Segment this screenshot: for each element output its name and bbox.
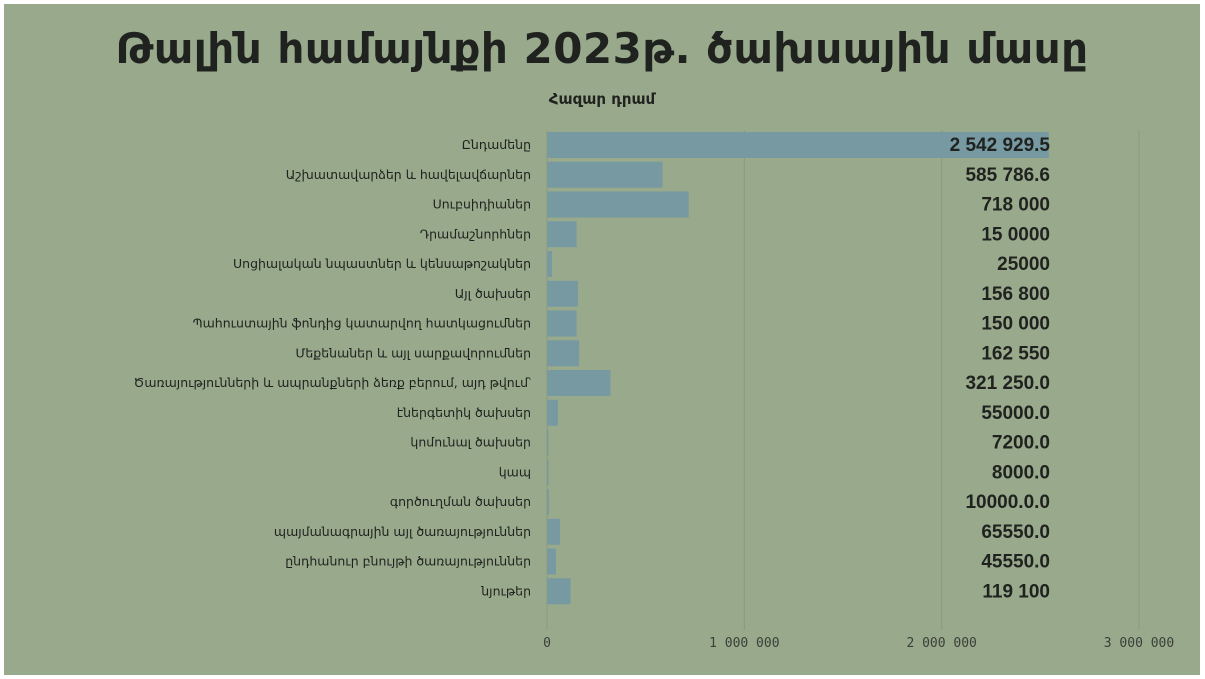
slide-background: Թալին համայնքի 2023թ. ծախսային մասը Հազա… — [4, 4, 1200, 675]
x-tick-label: 2 000 000 — [906, 636, 976, 651]
data-label: 321 250.0 — [965, 373, 1050, 394]
category-label: գործուղման ծախսեր — [390, 494, 531, 509]
x-tick-label: 1 000 000 — [709, 636, 779, 651]
category-label: Սոցիալական նպաստներ և կենսաթոշակներ — [233, 256, 531, 271]
category-label: նյութեր — [480, 583, 531, 598]
data-label: 7200.0 — [992, 433, 1050, 454]
bar — [547, 132, 1049, 158]
data-label: 65550.0 — [981, 522, 1050, 543]
bar — [547, 161, 663, 188]
bar — [547, 399, 558, 426]
category-label: Մեքենաներ և այլ սարքավորումներ — [295, 345, 531, 360]
bar — [547, 251, 552, 277]
category-label: կոմունալ ծախսեր — [410, 435, 531, 450]
category-label: էներգետիկ ծախսեր — [397, 405, 531, 420]
category-label: Աշխատավարձեր և հավելավճարներ — [286, 167, 531, 182]
data-label: 150 000 — [981, 314, 1050, 335]
bar — [547, 370, 611, 396]
data-label: 718 000 — [981, 195, 1050, 216]
category-label: Սուբսիդիաներ — [433, 197, 531, 212]
category-label: կապ — [499, 464, 531, 479]
data-label: 15 0000 — [981, 224, 1050, 245]
bar — [547, 310, 577, 337]
chart-title: Թալին համայնքի 2023թ. ծախսային մասը — [115, 24, 1089, 73]
bar — [547, 340, 580, 367]
bar — [547, 280, 578, 307]
data-label: 2 542 929.5 — [950, 135, 1051, 156]
data-label: 8000.0 — [992, 462, 1050, 483]
data-label: 585 786.6 — [965, 165, 1050, 186]
category-label: ընդհանուր բնույթի ծառայություններ — [285, 554, 531, 569]
bar — [547, 459, 549, 486]
category-label: Ծառայությունների և ապրանքների ձեռք բերու… — [134, 375, 531, 390]
category-label: Պահուստային ֆոնդից կատարվող հատկացումներ — [193, 316, 531, 331]
bar — [547, 489, 549, 515]
chart-subtitle: Հազար դրամ — [548, 90, 656, 108]
bar — [547, 429, 549, 456]
data-label: 55000.0 — [981, 403, 1050, 424]
category-label: Այլ ծախսեր — [455, 286, 531, 301]
bar — [547, 548, 556, 575]
data-label: 25000 — [997, 254, 1050, 275]
data-label: 119 100 — [982, 581, 1050, 602]
category-label: Ընդամենը — [462, 137, 531, 152]
bar — [547, 578, 571, 605]
category-label: Դրամաշնորհներ — [420, 226, 531, 241]
data-label: 45550.0 — [981, 552, 1050, 573]
category-label: պայմանագրային այլ ծառայություններ — [274, 524, 531, 539]
bar — [547, 518, 560, 545]
x-tick-label: 0 — [543, 636, 551, 651]
data-label: 162 550 — [981, 343, 1050, 364]
data-label: 10000.0.0 — [965, 492, 1050, 513]
bar — [547, 191, 689, 218]
x-tick-label: 3 000 000 — [1104, 636, 1174, 651]
data-label: 156 800 — [981, 284, 1050, 305]
bar — [547, 221, 577, 248]
